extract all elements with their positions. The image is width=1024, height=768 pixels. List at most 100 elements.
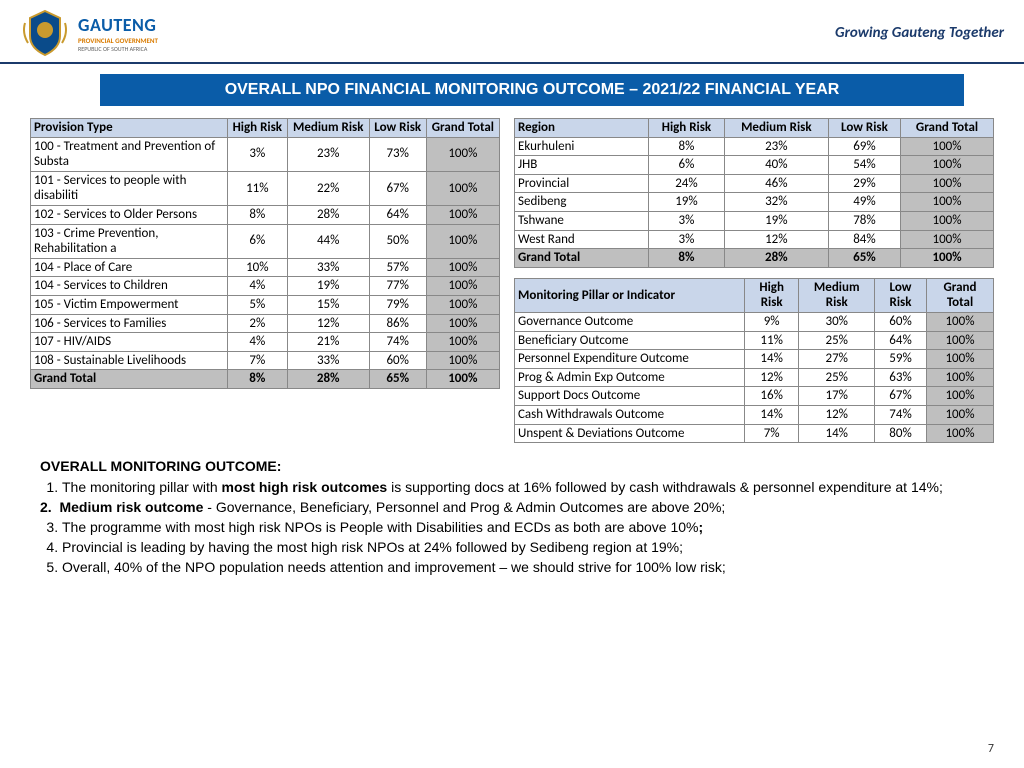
table-cell: 100% [426, 370, 499, 389]
total-row: Grand Total8%28%65%100% [31, 370, 500, 389]
table-row: 106 - Services to Families2%12%86%100% [31, 314, 500, 333]
table-row: Unspent & Deviations Outcome7%14%80%100% [515, 424, 994, 443]
table-cell: 28% [287, 370, 369, 389]
table-row: Prog & Admin Exp Outcome12%25%63%100% [515, 368, 994, 387]
table-cell: 100% [926, 405, 993, 424]
table-cell: Unspent & Deviations Outcome [515, 424, 745, 443]
table-cell: 100% [426, 137, 499, 171]
table-cell: 100% [426, 333, 499, 352]
table-cell: Cash Withdrawals Outcome [515, 405, 745, 424]
table-cell: Grand Total [515, 249, 649, 268]
table-cell: 69% [828, 137, 900, 156]
table-cell: 11% [744, 331, 799, 350]
pillar-table: Monitoring Pillar or IndicatorHigh RiskM… [514, 278, 994, 443]
table-cell: 10% [227, 258, 287, 277]
table-cell: 5% [227, 295, 287, 314]
table-row: 104 - Place of Care10%33%57%100% [31, 258, 500, 277]
table-cell: 100% [901, 174, 994, 193]
table-cell: 100% [901, 230, 994, 249]
brand-sub1: PROVINCIAL GOVERNMENT [78, 36, 158, 45]
table-cell: 30% [799, 312, 875, 331]
table-cell: 25% [799, 331, 875, 350]
table-row: Cash Withdrawals Outcome14%12%74%100% [515, 405, 994, 424]
table-cell: 8% [649, 137, 725, 156]
table-cell: 100% [426, 314, 499, 333]
table-cell: 64% [369, 205, 426, 224]
table-cell: 67% [875, 387, 927, 406]
table-row: Governance Outcome9%30%60%100% [515, 312, 994, 331]
table-cell: 100% [901, 249, 994, 268]
table-cell: 100 - Treatment and Prevention of Substa [31, 137, 228, 171]
outcome-item: Provincial is leading by having the most… [62, 538, 984, 557]
table-cell: 102 - Services to Older Persons [31, 205, 228, 224]
table-cell: 3% [227, 137, 287, 171]
outcomes-heading: OVERALL MONITORING OUTCOME: [40, 457, 984, 476]
table-row: 103 - Crime Prevention, Rehabilitation a… [31, 224, 500, 258]
table-cell: 77% [369, 277, 426, 296]
table-cell: 6% [227, 224, 287, 258]
brand-text: GAUTENG PROVINCIAL GOVERNMENT REPUBLIC O… [78, 14, 158, 53]
table-cell: 17% [799, 387, 875, 406]
table-cell: 14% [744, 405, 799, 424]
table-cell: 7% [227, 351, 287, 370]
header-divider [0, 62, 1024, 64]
table-cell: 22% [287, 171, 369, 205]
table-cell: 14% [799, 424, 875, 443]
table-cell: 3% [649, 211, 725, 230]
column-header: Grand Total [426, 119, 499, 138]
table-cell: 8% [227, 370, 287, 389]
table-cell: 105 - Victim Empowerment [31, 295, 228, 314]
table-cell: 23% [287, 137, 369, 171]
table-row: Provincial24%46%29%100% [515, 174, 994, 193]
table-cell: 106 - Services to Families [31, 314, 228, 333]
table-cell: 19% [724, 211, 828, 230]
crest-icon [20, 8, 70, 58]
table-cell: 74% [369, 333, 426, 352]
table-cell: 100% [926, 312, 993, 331]
table-cell: 104 - Place of Care [31, 258, 228, 277]
table-row: Beneficiary Outcome11%25%64%100% [515, 331, 994, 350]
table-row: Ekurhuleni8%23%69%100% [515, 137, 994, 156]
outcomes-list: The monitoring pillar with most high ris… [40, 478, 984, 576]
table-cell: 7% [744, 424, 799, 443]
table-cell: 59% [875, 350, 927, 369]
table-cell: Provincial [515, 174, 649, 193]
table-cell: Support Docs Outcome [515, 387, 745, 406]
column-header: Grand Total [901, 119, 994, 138]
table-row: Sedibeng19%32%49%100% [515, 193, 994, 212]
table-cell: 100% [426, 351, 499, 370]
table-cell: 86% [369, 314, 426, 333]
table-row: 107 - HIV/AIDS4%21%74%100% [31, 333, 500, 352]
column-header: Medium Risk [724, 119, 828, 138]
table-cell: 3% [649, 230, 725, 249]
column-header: High Risk [227, 119, 287, 138]
table-cell: 100% [426, 171, 499, 205]
table-cell: 14% [744, 350, 799, 369]
table-cell: 101 - Services to people with disabiliti [31, 171, 228, 205]
table-cell: 57% [369, 258, 426, 277]
page-number: 7 [988, 742, 994, 756]
table-cell: Beneficiary Outcome [515, 331, 745, 350]
table-cell: JHB [515, 156, 649, 175]
column-header: High Risk [744, 278, 799, 312]
total-row: Grand Total8%28%65%100% [515, 249, 994, 268]
table-row: 101 - Services to people with disabiliti… [31, 171, 500, 205]
table-cell: 12% [799, 405, 875, 424]
table-cell: 63% [875, 368, 927, 387]
column-header: Provision Type [31, 119, 228, 138]
provision-table: Provision TypeHigh RiskMedium RiskLow Ri… [30, 118, 500, 389]
table-cell: 100% [926, 424, 993, 443]
table-cell: 100% [426, 258, 499, 277]
table-row: Support Docs Outcome16%17%67%100% [515, 387, 994, 406]
table-row: 102 - Services to Older Persons8%28%64%1… [31, 205, 500, 224]
table-cell: 12% [744, 368, 799, 387]
table-row: 108 - Sustainable Livelihoods7%33%60%100… [31, 351, 500, 370]
table-cell: 64% [875, 331, 927, 350]
table-row: JHB6%40%54%100% [515, 156, 994, 175]
table-cell: 65% [369, 370, 426, 389]
column-header: Low Risk [828, 119, 900, 138]
table-cell: 107 - HIV/AIDS [31, 333, 228, 352]
table-cell: 84% [828, 230, 900, 249]
table-cell: Prog & Admin Exp Outcome [515, 368, 745, 387]
table-cell: 78% [828, 211, 900, 230]
